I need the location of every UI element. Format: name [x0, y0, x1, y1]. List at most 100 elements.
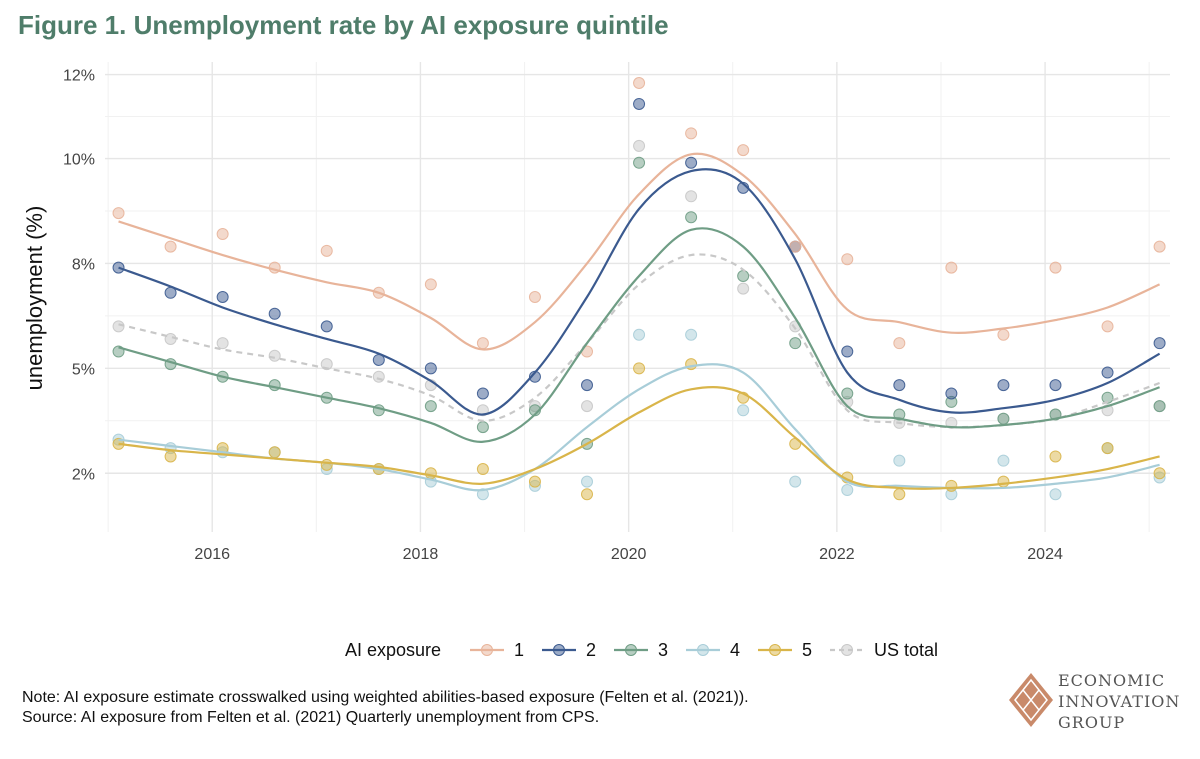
data-point — [685, 127, 698, 140]
data-point — [841, 253, 854, 266]
data-point — [997, 379, 1010, 392]
y-tick-label: 2% — [72, 466, 95, 483]
data-point — [1153, 337, 1166, 350]
x-tick-label: 2018 — [403, 546, 439, 563]
data-point — [1101, 320, 1114, 333]
legend-key-point — [481, 644, 493, 656]
data-point — [633, 76, 646, 89]
data-point — [1049, 379, 1062, 392]
data-point — [1101, 391, 1114, 404]
data-point — [997, 454, 1010, 467]
data-point — [633, 156, 646, 169]
data-point — [112, 207, 125, 220]
data-point — [1049, 488, 1062, 501]
data-point — [1049, 450, 1062, 463]
data-point — [945, 387, 958, 400]
data-point — [320, 320, 333, 333]
y-axis-ticks: 2% 5% 8% 10% 12% — [63, 68, 95, 484]
legend-label: 1 — [514, 640, 524, 660]
legend: AI exposure 1 2 3 4 5 US total — [345, 640, 938, 660]
data-point — [581, 400, 594, 413]
data-point — [528, 291, 541, 303]
data-point — [737, 144, 750, 157]
logo-line: INNOVATION — [1058, 692, 1181, 711]
legend-title: AI exposure — [345, 640, 441, 660]
y-axis-label: unemployment (%) — [22, 206, 47, 391]
data-point — [633, 139, 646, 152]
legend-key-point — [553, 644, 565, 656]
y-tick-label: 12% — [63, 68, 95, 85]
data-point — [633, 362, 646, 375]
legend-label: 4 — [730, 640, 740, 660]
x-tick-label: 2022 — [819, 546, 855, 563]
data-point — [581, 488, 594, 501]
chart-title: Figure 1. Unemployment rate by AI exposu… — [18, 10, 669, 40]
data-point — [476, 421, 489, 434]
legend-label: US total — [874, 640, 938, 660]
data-point — [1049, 261, 1062, 274]
data-point — [685, 211, 698, 224]
data-point — [268, 446, 281, 459]
series-line — [118, 168, 1161, 416]
data-point — [893, 488, 906, 501]
data-point — [789, 337, 802, 350]
data-points — [112, 76, 1166, 501]
eig-logo: ECONOMIC INNOVATION GROUP — [1006, 668, 1196, 748]
series-line — [118, 386, 1160, 490]
data-point — [1153, 240, 1166, 253]
legend-key-point — [841, 644, 853, 656]
data-point — [476, 488, 489, 501]
source-line: Source: AI exposure from Felten et al. (… — [22, 709, 600, 726]
data-point — [476, 463, 489, 476]
data-point — [893, 337, 906, 350]
series-line — [118, 253, 1160, 429]
y-tick-label: 10% — [63, 152, 95, 169]
chart-notes: Note: AI exposure estimate crosswalked u… — [22, 688, 749, 728]
data-point — [476, 387, 489, 400]
data-point — [1153, 467, 1166, 480]
data-point — [216, 291, 229, 303]
data-point — [841, 484, 854, 497]
grid-major — [105, 62, 1170, 532]
data-point — [893, 379, 906, 392]
data-point — [685, 190, 698, 203]
y-tick-label: 5% — [72, 361, 95, 378]
data-point — [633, 328, 646, 341]
chart-plot: 2% 5% 8% 10% 12% 2016 2018 2020 2022 2024 unempl… — [22, 62, 1170, 563]
data-point — [737, 282, 750, 295]
data-point — [945, 416, 958, 429]
data-point — [633, 97, 646, 110]
legend-key-point — [625, 644, 637, 656]
data-point — [528, 475, 541, 488]
data-point — [1101, 442, 1114, 455]
legend-label: 5 — [802, 640, 812, 660]
y-tick-label: 8% — [72, 256, 95, 273]
data-point — [1101, 366, 1114, 379]
data-point — [424, 362, 437, 375]
data-point — [997, 328, 1010, 341]
data-point — [789, 240, 802, 253]
data-point — [320, 244, 333, 257]
data-point — [1153, 400, 1166, 413]
legend-key-point — [769, 644, 781, 656]
diamond-logo-icon — [1009, 673, 1053, 727]
data-point — [424, 278, 437, 291]
data-point — [268, 307, 281, 320]
data-point — [320, 458, 333, 471]
legend-key-point — [697, 644, 709, 656]
x-tick-label: 2016 — [194, 546, 230, 563]
data-point — [737, 270, 750, 283]
data-point — [112, 320, 125, 333]
data-point — [164, 240, 177, 253]
data-point — [997, 475, 1010, 488]
data-point — [581, 379, 594, 392]
data-point — [685, 156, 698, 169]
logo-line: GROUP — [1058, 713, 1126, 732]
data-point — [841, 387, 854, 400]
grid-minor — [105, 62, 1170, 532]
x-tick-label: 2020 — [611, 546, 647, 563]
data-point — [945, 261, 958, 274]
data-point — [841, 345, 854, 358]
series-line — [118, 227, 1160, 443]
data-point — [372, 370, 385, 383]
